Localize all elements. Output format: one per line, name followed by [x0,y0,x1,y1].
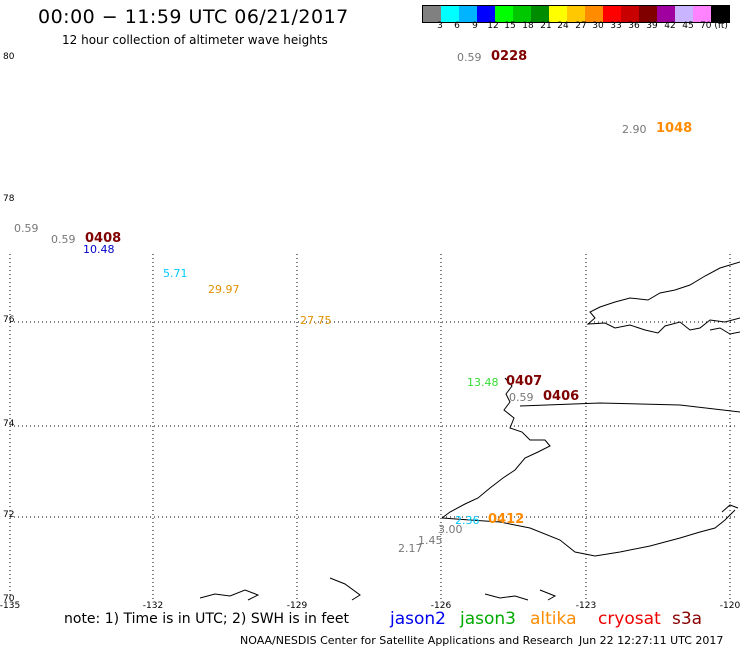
scale-swatch [423,6,441,22]
scale-swatch [477,6,495,22]
scale-swatch [693,6,711,22]
wave-height-label: 13.48 [467,376,499,389]
wave-height-label: 5.71 [163,267,188,280]
wave-height-label: 0.59 [51,233,76,246]
pass-time-label: 0408 [85,231,122,246]
footer-credit: NOAA/NESDIS Center for Satellite Applica… [240,634,574,647]
longitude-label: -132 [142,601,164,611]
scale-swatch [549,6,567,22]
scale-label: 36 [628,21,640,31]
map-subtitle: 12 hour collection of altimeter wave hei… [62,33,328,47]
note-text: note: 1) Time is in UTC; 2) SWH is in fe… [64,611,350,627]
latitude-label: 74 [3,419,15,429]
scale-label: 21 [540,21,552,31]
wave-height-label: 0.59 [457,51,482,64]
scale-label: 42 [664,21,676,31]
map-title: 00:00 − 11:59 UTC 06/21/2017 [38,6,349,28]
scale-swatch [675,6,693,22]
wave-height-label: 2.17 [398,542,423,555]
scale-label: 9 [472,21,478,31]
coastline [199,261,740,601]
wave-height-label: 0.59 [14,222,39,235]
legend-altika: altika [530,609,577,629]
scale-swatch [495,6,513,22]
scale-label: 30 [592,21,604,31]
scale-label: 15 [504,21,516,31]
generated-timestamp: Jun 22 12:27:11 UTC 2017 [579,634,724,647]
scale-label: 3 [437,21,443,31]
scale-label: 6 [454,21,460,31]
scale-swatch [621,6,639,22]
scale-swatch [441,6,459,22]
scale-label: 39 [646,21,658,31]
scale-swatch [657,6,675,22]
wave-height-label: 3.00 [438,523,463,536]
scale-swatch [603,6,621,22]
scale-label: 27 [575,21,587,31]
scale-label: 18 [522,21,534,31]
latitude-label: 72 [3,510,15,520]
scale-swatch [639,6,657,22]
wave-height-label: 0.59 [509,391,534,404]
pass-time-label: 1048 [656,121,693,136]
wave-height-label: 2.36 [455,514,480,527]
longitude-label: -129 [286,601,308,611]
wave-height-label: 10.48 [83,243,115,256]
latitude-label: 80 [3,52,15,62]
scale-label: 24 [557,21,569,31]
pass-time-label: 0412 [488,512,525,527]
wave-height-label: 29.97 [208,283,240,296]
longitude-label: -126 [430,601,452,611]
wave-height-label: 27.75 [300,314,332,327]
latitude-label: 78 [3,194,15,204]
scale-label: 70 (ft) [700,21,728,31]
pass-time-label: 0407 [506,374,543,389]
scale-label: 33 [610,21,622,31]
longitude-label: -120 [719,601,740,611]
scale-swatch [513,6,531,22]
scale-swatch [567,6,585,22]
graticule [9,254,735,600]
legend-cryosat: cryosat [598,609,661,629]
scale-label: 45 [682,21,694,31]
legend-jason2: jason2 [390,609,446,629]
pass-time-label: 0406 [543,389,580,404]
scale-label: 12 [487,21,499,31]
longitude-label: -123 [575,601,597,611]
color-scale [422,5,730,23]
latitude-label: 76 [3,315,15,325]
legend-jason3: jason3 [460,609,516,629]
legend-s3a: s3a [672,609,703,629]
pass-time-label: 0228 [491,49,528,64]
scale-swatch [711,6,729,22]
latitude-label: 70 [3,594,15,604]
scale-swatch [531,6,549,22]
longitude-label: -135 [0,601,21,611]
scale-swatch [459,6,477,22]
scale-swatch [585,6,603,22]
wave-height-label: 1.45 [418,534,443,547]
wave-height-label: 2.90 [622,123,647,136]
